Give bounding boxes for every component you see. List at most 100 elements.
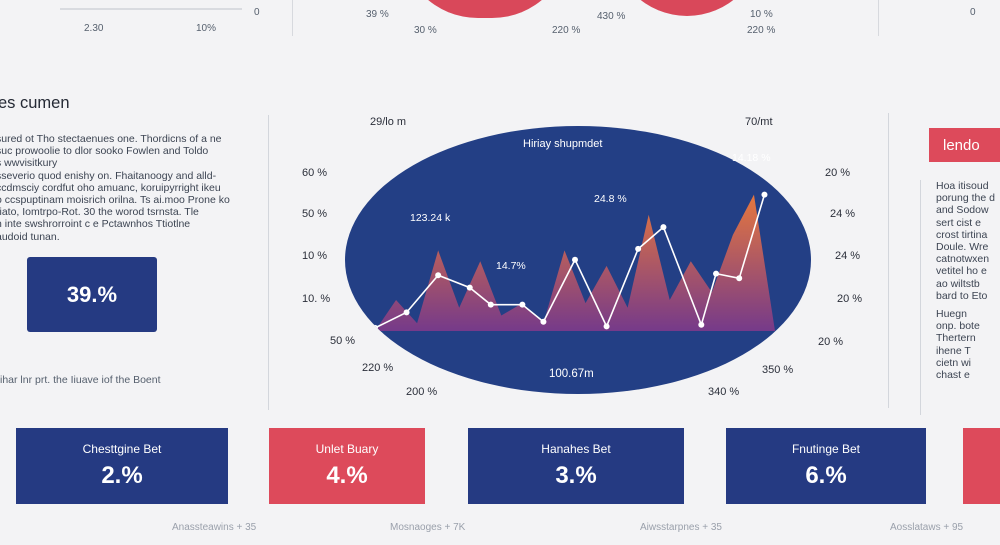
chart-bottom-label: 100.67m (549, 368, 594, 380)
left-axis-label: 50 % (330, 335, 356, 347)
footer-note: Aosslataws + 95 (890, 522, 964, 533)
line-point (540, 318, 547, 325)
top-donut-segment (400, 0, 570, 18)
kpi-card-label: Fnutinge Bet (791, 442, 861, 456)
top-tick-zero: 0 (254, 7, 260, 18)
kpi-card-label: Hanahes Bet (541, 442, 611, 456)
kpi-card-partial (963, 428, 1000, 504)
top-label: 220 % (747, 25, 776, 36)
top-divider (878, 0, 879, 36)
text-line: bard to Eto (936, 289, 988, 302)
body-paragraph: sured ot Tho stectaenues one. Thordicns … (0, 133, 230, 243)
kpi-card-label: Unlet Buary (315, 442, 379, 456)
top-donut-segment (612, 0, 762, 16)
top-label: 39 % (366, 9, 389, 20)
left-axis-label: 10 % (302, 250, 328, 262)
line-point (761, 191, 768, 198)
area-series (375, 194, 775, 331)
column-divider (920, 180, 921, 415)
text-line: suc prowoolie to dlor sooko Fowlen and T… (0, 145, 209, 158)
kpi-card: Fnutinge Bet 6.% (726, 428, 926, 504)
right-paragraph: Hoa itisoud porung the d and Sodow sert … (936, 180, 995, 381)
text-line: cietn wi (936, 356, 972, 369)
top-label: 10% (196, 23, 217, 34)
line-point (572, 256, 578, 263)
left-axis-label: 60 % (302, 167, 328, 179)
right-axis-label: 24 % (830, 208, 856, 220)
kpi-card: Unlet Buary 4.% (269, 428, 425, 504)
kpi-card: Hanahes Bet 3.% (468, 428, 684, 504)
text-line: vetitel ho e (936, 265, 987, 278)
line-point (698, 321, 705, 328)
line-point (403, 309, 410, 316)
line-point (372, 324, 378, 331)
chart-svg (372, 191, 775, 331)
data-label: 24.8 % (594, 193, 627, 205)
top-label: 220 % (552, 25, 581, 36)
text-line: ccdmsciy cordfut oho amuanc, koruipyrrig… (0, 181, 221, 194)
line-point (435, 272, 442, 279)
data-label: 14.7% (496, 260, 526, 272)
text-line: chast e (936, 369, 970, 382)
column-divider (888, 113, 889, 408)
kpi-value: 39.% (66, 281, 118, 307)
chart-background (345, 126, 811, 394)
text-line: porung the d (936, 192, 995, 205)
text-line: s wwvisitkury (0, 157, 58, 170)
kpi-card-value: 4.% (326, 462, 368, 489)
text-line: onp. bote (936, 320, 980, 333)
text-line: n inte swshrorroint c e Pctawnhos Ttiotl… (0, 218, 191, 231)
right-axis-label: 20 % (837, 293, 863, 305)
legend-tab: lendo (929, 128, 1000, 162)
line-point (519, 301, 526, 308)
text-line: audoid tunan. (0, 230, 60, 243)
text-line: Doule. Wre (936, 241, 989, 254)
text-line: sert cist e (936, 216, 981, 229)
kpi-tile: 39.% (27, 257, 157, 332)
right-axis-label: 20 % (818, 336, 844, 348)
line-point (635, 245, 642, 252)
text-line: sured ot Tho stectaenues one. Thordicns … (0, 133, 222, 145)
kpi-card-value: 3.% (555, 462, 597, 489)
text-line: Hoa itisoud (936, 180, 989, 192)
right-axis-label: 20 % (825, 167, 851, 179)
footer-note: Mosnaoges + 7K (390, 522, 466, 533)
legend-tab-label: lendo (943, 136, 980, 154)
top-divider (292, 0, 293, 36)
top-rule (60, 8, 242, 10)
kpi-caption: ihar lnr prt. the Iiuave iof the Boent (0, 374, 161, 386)
top-axis-label: 70/mt (745, 116, 773, 128)
kpi-card-value: 6.% (805, 462, 847, 489)
bottom-axis-label: 350 % (762, 364, 794, 376)
line-point (713, 270, 720, 277)
text-line: catnotwxen (936, 253, 990, 266)
kpi-card-label: Chesttgine Bet (82, 442, 162, 456)
text-line: riato, Iomtrpo-Rot. 30 the worod tsrnsta… (0, 206, 199, 219)
text-line: crost tirtina (936, 228, 988, 241)
chart-title: Hiriay shupmdet (523, 138, 603, 150)
bottom-axis-label: 220 % (362, 362, 394, 374)
line-point (466, 284, 473, 291)
kpi-card: Chesttgine Bet 2.% (16, 428, 228, 504)
kpi-card-value: 2.% (101, 462, 143, 489)
text-line: sseverio quod enishy on. Fhaitanoogy and… (0, 169, 217, 182)
bottom-axis-label: 200 % (406, 386, 438, 398)
top-label: 430 % (597, 11, 626, 22)
left-axis-label: 50 % (302, 208, 328, 220)
footer-note: Aiwsstarpnes + 35 (640, 522, 722, 533)
top-label: 2.30 (84, 23, 104, 34)
line-point (603, 323, 610, 330)
bottom-axis-label: 340 % (708, 386, 740, 398)
data-label: 123.24 k (410, 212, 451, 224)
text-line: and Sodow (936, 204, 989, 217)
text-line: o ccspuptinam moisrich orilna. Ts ai.moo… (0, 194, 230, 207)
line-point (736, 275, 743, 282)
top-label: 30 % (414, 25, 437, 36)
column-divider (268, 115, 269, 410)
section-title: es cumen (0, 94, 70, 112)
top-label: 10 % (750, 9, 773, 20)
text-line: Huegn (936, 308, 967, 321)
text-line: ao wiltstb (936, 277, 980, 290)
chart-panel: Hiriay shupmdet 100.67m 29/lo m 70/mt 60… (290, 110, 880, 410)
text-line: Thertern (936, 332, 976, 345)
